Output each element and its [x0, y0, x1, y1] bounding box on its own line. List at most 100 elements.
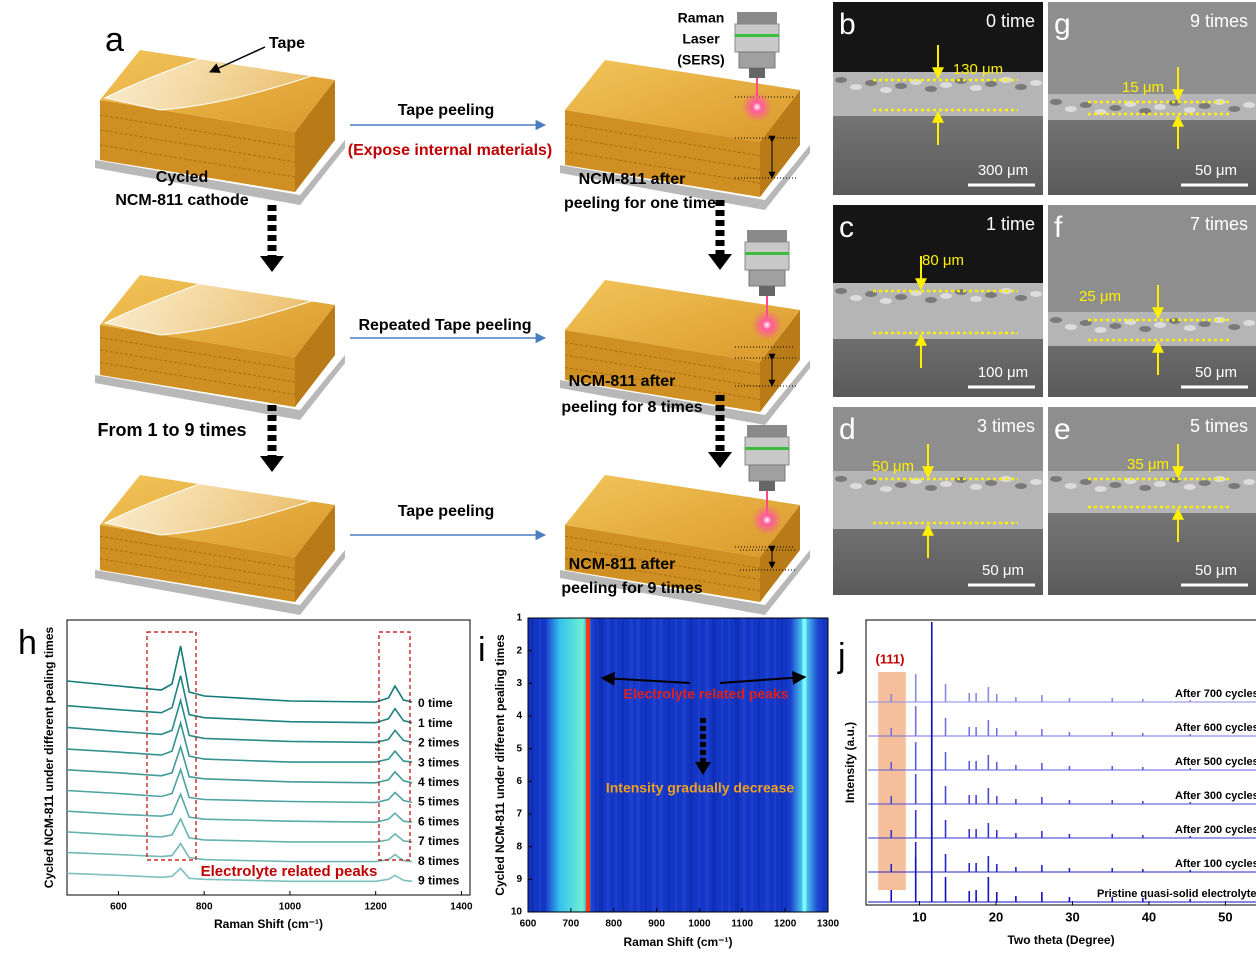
legend-label: After 500 cycles — [1175, 756, 1256, 768]
objective-band — [745, 447, 789, 450]
panel-letter: b — [839, 8, 856, 41]
laser-spot — [752, 505, 782, 535]
sem-grain — [1095, 486, 1107, 492]
sem-grain — [1228, 324, 1240, 330]
annotation: Electrolyte related peaks — [201, 863, 378, 880]
objective — [739, 52, 775, 68]
highlight — [878, 672, 906, 890]
label: NCM-811 after — [579, 171, 686, 188]
label: From 1 to 9 times — [97, 420, 246, 440]
sem-grain — [835, 288, 847, 294]
figure: aTapeCycledNCM-811 cathodeTape peeling(E… — [0, 0, 1256, 954]
sem-grain — [1015, 483, 1027, 489]
x-tick-label: 50 — [1218, 909, 1232, 924]
arrow-head — [708, 254, 732, 270]
x-tick-label: 800 — [605, 919, 622, 930]
legend-label: After 100 cycles — [1175, 858, 1256, 870]
y-tick-label: 10 — [511, 907, 523, 918]
sem-grain — [1109, 323, 1121, 329]
x-tick-label: 1000 — [279, 902, 302, 913]
sem-grain — [1030, 80, 1042, 86]
sem-grain — [835, 77, 847, 83]
sem-label: 0 time — [986, 11, 1035, 31]
label: Tape — [269, 35, 305, 52]
legend-label: After 200 cycles — [1175, 824, 1256, 836]
sem-grain — [1228, 483, 1240, 489]
objective — [747, 425, 787, 437]
sem-grain — [880, 298, 892, 304]
x-tick-label: 1200 — [774, 919, 797, 930]
objective-band — [735, 34, 779, 37]
sem-grain — [835, 476, 847, 482]
panel-letter: d — [839, 413, 856, 446]
sem-grain — [1199, 480, 1211, 486]
sem-grain — [850, 483, 862, 489]
sem-grain — [1050, 99, 1062, 105]
thickness-label: 80 μm — [922, 252, 964, 269]
label: peeling for one time — [564, 195, 716, 212]
y-tick-label: 7 — [516, 809, 522, 820]
legend-label: 9 times — [418, 873, 460, 887]
objective — [747, 230, 787, 242]
sem-label: 5 times — [1190, 416, 1248, 436]
panel-letter: f — [1054, 211, 1063, 244]
sem-grain — [850, 295, 862, 301]
label: Tape peeling — [398, 102, 495, 119]
sem-grain — [1065, 106, 1077, 112]
x-tick-label: 1300 — [817, 919, 840, 930]
sem-grain — [1228, 106, 1240, 112]
y-axis-label: Cycled NCM-811 under different pealing t… — [493, 634, 507, 896]
sem-grain — [895, 482, 907, 488]
y-tick-label: 2 — [516, 645, 522, 656]
legend-label: 8 times — [418, 854, 460, 868]
panel-letter: a — [105, 21, 124, 59]
panel-letter: c — [839, 211, 854, 244]
x-axis-label: Raman Shift (cm⁻¹) — [623, 935, 732, 949]
legend-label: After 300 cycles — [1175, 790, 1256, 802]
objective — [759, 286, 775, 296]
sem-grain — [1015, 295, 1027, 301]
scale-label: 50 μm — [1195, 364, 1237, 381]
scale-label: 50 μm — [1195, 562, 1237, 579]
sem-grain — [940, 82, 952, 88]
sem-grain — [940, 481, 952, 487]
legend-label: 0 time — [418, 696, 453, 710]
label: peeling for 8 times — [561, 399, 702, 416]
objective — [749, 68, 765, 78]
sem-grain — [925, 297, 937, 303]
panel-letter: i — [478, 631, 486, 669]
thickness-label: 25 μm — [1079, 288, 1121, 305]
x-tick-label: 20 — [989, 909, 1003, 924]
x-tick-label: 10 — [912, 909, 926, 924]
sem-grain — [1139, 326, 1151, 332]
label: NCM-811 after — [569, 556, 676, 573]
label: (SERS) — [677, 52, 724, 68]
objective — [737, 12, 777, 24]
y-tick-label: 4 — [516, 711, 522, 722]
annotation: Electrolyte related peaks — [624, 686, 789, 702]
annotation: (111) — [876, 651, 905, 666]
sem-layer — [1048, 312, 1256, 346]
sem-grain — [940, 293, 952, 299]
laser-spot — [752, 310, 782, 340]
y-tick-label: 5 — [516, 743, 522, 754]
spectrum — [67, 700, 412, 742]
x-tick-label: 30 — [1065, 909, 1079, 924]
thickness-label: 50 μm — [872, 458, 914, 475]
legend-label: 1 time — [418, 716, 453, 730]
highlight-box — [379, 632, 410, 860]
y-axis-label: Intensity (a.u.) — [843, 722, 857, 803]
sem-label: 9 times — [1190, 11, 1248, 31]
label: Repeated Tape peeling — [358, 317, 531, 334]
x-tick-label: 1400 — [450, 902, 473, 913]
label: Cycled — [156, 169, 208, 186]
scale-label: 50 μm — [1195, 162, 1237, 179]
sem-grain — [985, 81, 997, 87]
sem-grain — [1243, 320, 1255, 326]
arrow-head — [708, 452, 732, 468]
objective-band — [745, 252, 789, 255]
sem-grain — [1184, 325, 1196, 331]
sem-label: 1 time — [986, 214, 1035, 234]
objective — [749, 270, 785, 286]
label: Laser — [682, 31, 720, 47]
